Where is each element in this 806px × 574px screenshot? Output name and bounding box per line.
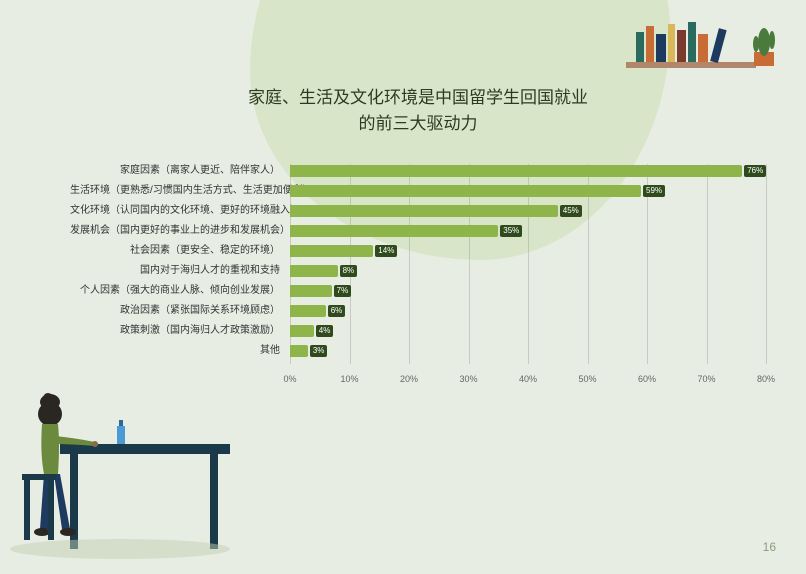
bar-label: 家庭因素（离家人更近、陪伴家人） [70,164,290,178]
bookshelf-illustration [626,14,786,74]
x-axis-tick: 10% [340,374,358,384]
bar-label: 其他 [70,344,290,358]
bar-label: 社会因素（更安全、稳定的环境） [70,244,290,258]
chart-row: 社会因素（更安全、稳定的环境）14% [290,244,766,258]
chart-row: 其他3% [290,344,766,358]
x-axis-tick: 30% [459,374,477,384]
chart-row: 生活环境（更熟悉/习惯国内生活方式、生活更加便利）59% [290,184,766,198]
bar-label: 政治因素（紧张国际关系环境顾虑） [70,304,290,318]
bar [290,345,308,357]
bar-value: 4% [316,325,334,337]
bar-value: 8% [340,265,358,277]
bar-value: 3% [310,345,328,357]
grid-line [766,164,767,364]
bar-chart: 0%10%20%30%40%50%60%70%80%家庭因素（离家人更近、陪伴家… [290,164,766,384]
chart-row: 政策刺激（国内海归人才政策激励）4% [290,324,766,338]
bar-value: 6% [328,305,346,317]
chart-row: 政治因素（紧张国际关系环境顾虑）6% [290,304,766,318]
bar [290,185,641,197]
title-line-1: 家庭、生活及文化环境是中国留学生回国就业 [248,88,588,107]
bar [290,265,338,277]
x-axis-tick: 50% [578,374,596,384]
bar [290,205,558,217]
chart-row: 国内对于海归人才的重视和支持8% [290,264,766,278]
chart-title: 家庭、生活及文化环境是中国留学生回国就业 的前三大驱动力 [70,85,766,136]
bar [290,165,742,177]
bar [290,225,498,237]
bar-value: 14% [375,245,397,257]
bar-label: 国内对于海归人才的重视和支持 [70,264,290,278]
bar-value: 7% [334,285,352,297]
desk-illustration [0,364,240,564]
bar [290,285,332,297]
bar [290,325,314,337]
bar-label: 个人因素（强大的商业人脉、倾向创业发展） [70,284,290,298]
chart-row: 家庭因素（离家人更近、陪伴家人）76% [290,164,766,178]
x-axis-tick: 0% [283,374,296,384]
x-axis-tick: 40% [519,374,537,384]
bar-label: 发展机会（国内更好的事业上的进步和发展机会） [70,224,290,238]
bar-label: 政策刺激（国内海归人才政策激励） [70,324,290,338]
bar-value: 59% [643,185,665,197]
bar [290,305,326,317]
chart-row: 发展机会（国内更好的事业上的进步和发展机会）35% [290,224,766,238]
bar-value: 35% [500,225,522,237]
chart-row: 文化环境（认同国内的文化环境、更好的环境融入）45% [290,204,766,218]
x-axis-tick: 20% [400,374,418,384]
page-number: 16 [763,540,776,554]
x-axis-tick: 80% [757,374,775,384]
bar [290,245,373,257]
bar-value: 45% [560,205,582,217]
bar-label: 文化环境（认同国内的文化环境、更好的环境融入） [70,204,290,218]
x-axis-tick: 70% [697,374,715,384]
bar-label: 生活环境（更熟悉/习惯国内生活方式、生活更加便利） [70,184,290,198]
x-axis-tick: 60% [638,374,656,384]
title-line-2: 的前三大驱动力 [359,114,478,133]
chart-row: 个人因素（强大的商业人脉、倾向创业发展）7% [290,284,766,298]
bar-value: 76% [744,165,766,177]
